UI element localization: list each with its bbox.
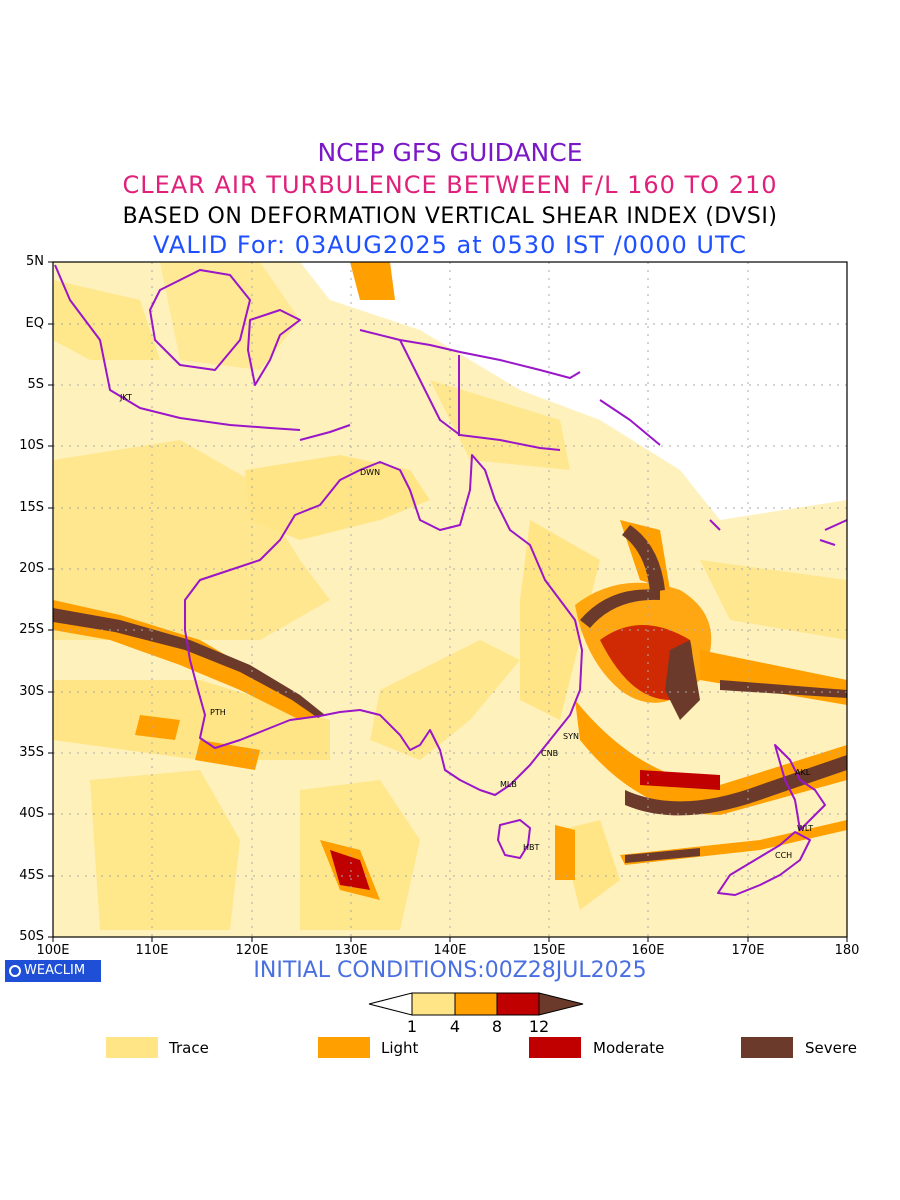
legend-swatch-moderate [529,1037,581,1058]
legend-label-light: Light [381,1039,419,1057]
lon-label-130e: 130E [334,943,368,958]
title-model: NCEP GFS GUIDANCE [317,138,583,167]
lon-label-160e: 160E [631,943,665,958]
legend-swatch-light [318,1037,370,1058]
city-label-christchurch: CCH [775,851,793,860]
lat-label-45s: 45S [19,868,44,883]
colorbar-tick-4: 4 [449,1017,461,1036]
colorbar-moderate [496,992,540,1016]
lat-label-25s: 25S [19,622,44,637]
pacific-islands-coast [599,399,847,546]
lon-label-100e: 100E [36,943,70,958]
lat-label-40s: 40S [19,806,44,821]
lon-label-180: 180 [834,943,860,958]
tasmania-coast [497,819,531,859]
initial-conditions: INITIAL CONDITIONS:00Z28JUL2025 [253,958,647,983]
city-label-darwin: DWN [360,468,381,477]
legend-label-moderate: Moderate [593,1039,665,1057]
lat-label-5s: 5S [27,377,44,392]
city-label-hobart: HBT [523,843,540,852]
legend-swatch-trace [106,1037,158,1058]
city-label-wellington: WLT [797,824,814,833]
title-product: CLEAR AIR TURBULENCE BETWEEN F/L 160 TO … [122,171,778,199]
lat-label-5n: 5N [26,254,44,269]
colorbar-under [368,992,413,1016]
colorbar-light [454,992,498,1016]
lat-label-35s: 35S [19,745,44,760]
colorbar-tick-1: 1 [406,1017,418,1036]
legend-label-severe: Severe [805,1039,857,1057]
city-label-sydney: SYN [563,732,579,741]
borneo-coast [149,269,251,371]
city-label-melbourne: MLB [500,780,517,789]
title-valid-time: VALID For: 03AUG2025 at 0530 IST /0000 U… [153,231,747,259]
lon-label-110e: 110E [135,943,169,958]
map-ticks [48,261,848,942]
colorbar-tick-12: 12 [528,1017,550,1036]
city-label-perth: PTH [210,708,226,717]
australia-coast [184,454,583,796]
lat-label-10s: 10S [19,438,44,453]
timor-coast [299,424,351,441]
lon-label-140e: 140E [433,943,467,958]
coastlines [54,264,847,896]
city-label-auckland: AKL [795,768,811,777]
lat-label-eq: EQ [25,316,44,331]
lon-label-120e: 120E [235,943,269,958]
city-label-canberra: CNB [541,749,559,758]
legend-label-trace: Trace [169,1039,209,1057]
lon-label-150e: 150E [532,943,566,958]
colorbar [368,992,584,1016]
legend-swatch-severe [741,1037,793,1058]
lat-label-30s: 30S [19,684,44,699]
lat-label-50s: 50S [19,929,44,944]
lat-label-20s: 20S [19,561,44,576]
colorbar-tick-8: 8 [491,1017,503,1036]
sumatra-java-coast [54,264,301,431]
weaclim-logo: WEACLIM [5,960,101,982]
logo-text: WEACLIM [24,963,86,978]
lat-label-15s: 15S [19,500,44,515]
sulawesi-coast [247,309,301,386]
new-zealand-north-coast [774,744,826,831]
new-zealand-south-coast [717,831,811,896]
city-label-jakarta: JKT [120,393,132,402]
colorbar-severe [538,992,584,1016]
severe-regions [53,525,847,863]
colorbar-trace [411,992,456,1016]
lon-label-170e: 170E [731,943,765,958]
title-method: BASED ON DEFORMATION VERTICAL SHEAR INDE… [122,204,778,229]
logo-ring-icon [9,965,21,977]
